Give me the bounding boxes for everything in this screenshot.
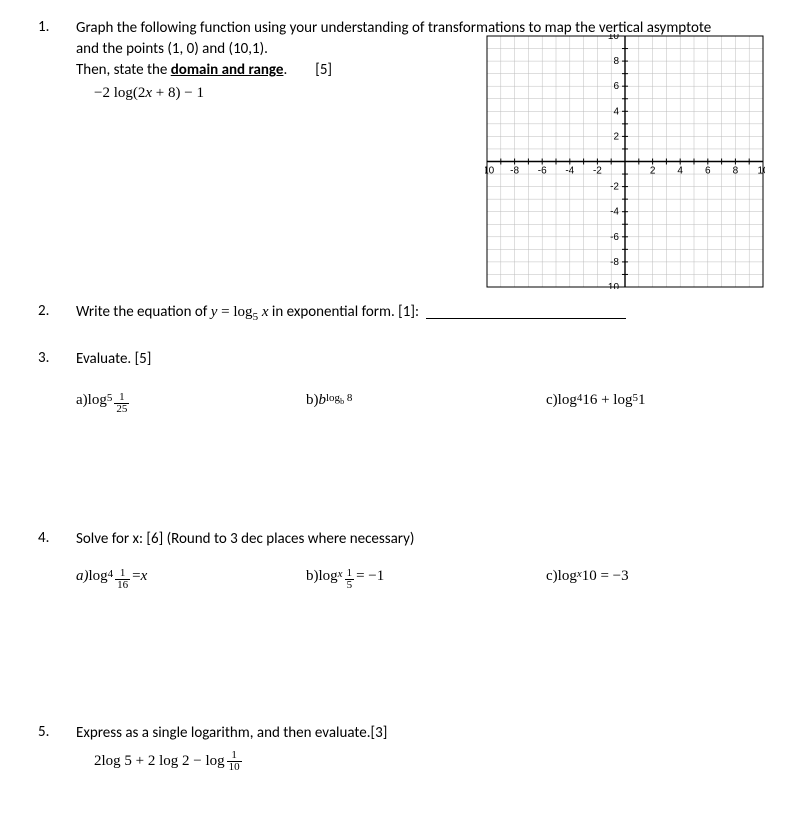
- question-3: 3. Evaluate. [5] a) log5125 b) blogb 8 c…: [38, 349, 789, 505]
- svg-text:2: 2: [650, 166, 656, 177]
- q1-eq-suf: + 8) − 1: [152, 85, 204, 101]
- svg-text:2: 2: [613, 131, 619, 142]
- q1-eq-pre: −2 log(2: [94, 85, 145, 101]
- svg-text:6: 6: [613, 81, 619, 92]
- q3a-label: a): [76, 392, 88, 409]
- q4a-den: 16: [115, 579, 130, 591]
- q4b-basex: x: [338, 568, 343, 580]
- question-1: 1. Graph the following function using yo…: [38, 18, 789, 278]
- q4c-label: c): [546, 568, 558, 585]
- svg-text:-10: -10: [605, 282, 620, 289]
- svg-text:-10: -10: [485, 166, 495, 177]
- svg-text:8: 8: [613, 56, 619, 67]
- q5-number: 5.: [38, 723, 49, 741]
- svg-text:-4: -4: [565, 166, 574, 177]
- q3c-log1: log: [558, 392, 577, 409]
- q2-text-a: Write the equation of: [76, 303, 211, 321]
- q3c-1: 1: [638, 392, 646, 409]
- q2-number: 2.: [38, 302, 49, 320]
- q3-part-c: c) log4 16 + log5 1: [546, 392, 789, 415]
- q3a-den: 25: [114, 403, 129, 415]
- q1-number: 1.: [38, 18, 49, 36]
- q3a-log: log: [88, 392, 107, 409]
- q4-part-b: b) logx15 = −1: [306, 568, 546, 591]
- svg-text:6: 6: [705, 166, 711, 177]
- q4a-eq: =: [132, 568, 140, 585]
- svg-text:-8: -8: [510, 166, 519, 177]
- q4b-den: 5: [345, 579, 355, 591]
- q4c-10eq: 10 = −3: [582, 568, 629, 585]
- svg-text:10: 10: [608, 34, 620, 42]
- q2-answer-blank[interactable]: [426, 305, 626, 319]
- q4b-log: log: [319, 568, 338, 585]
- svg-text:-8: -8: [610, 257, 619, 268]
- svg-text:-6: -6: [538, 166, 547, 177]
- q3-part-a: a) log5125: [76, 392, 306, 415]
- q5-num: 1: [229, 750, 239, 761]
- q4c-log: log: [558, 568, 577, 585]
- svg-text:4: 4: [613, 106, 619, 117]
- q4-number: 4.: [38, 529, 49, 547]
- q4b-num: 1: [345, 568, 355, 579]
- q4-text: Solve for x: [6] (Round to 3 dec places …: [38, 529, 789, 550]
- q1-marks: [5]: [315, 61, 332, 79]
- q4a-label: a): [76, 568, 89, 585]
- question-4: 4. Solve for x: [6] (Round to 3 dec plac…: [38, 529, 789, 699]
- q4-part-c: c) logx 10 = −3: [546, 568, 789, 591]
- q2-x: x: [258, 304, 268, 320]
- q1-domain-range: domain and range: [171, 61, 284, 79]
- q4b-eq: = −1: [356, 568, 384, 585]
- svg-text:8: 8: [733, 166, 739, 177]
- q3c-16: 16 + log: [582, 392, 632, 409]
- q3c-label: c): [546, 392, 558, 409]
- q4a-num: 1: [118, 568, 128, 579]
- svg-text:-4: -4: [610, 207, 619, 218]
- svg-text:-6: -6: [610, 232, 619, 243]
- q2-mid: = log: [217, 304, 252, 320]
- q3-part-b: b) blogb 8: [306, 392, 546, 415]
- q4a-log: log: [89, 568, 108, 585]
- q4a-x: x: [141, 568, 148, 585]
- svg-text:-2: -2: [610, 182, 619, 193]
- q3a-base: 5: [107, 392, 113, 404]
- question-2: 2. Write the equation of y = log5 x in e…: [38, 302, 789, 325]
- q4b-label: b): [306, 568, 319, 585]
- q5-equation: 2log 5 + 2 log 2 − log 110: [38, 750, 789, 773]
- coordinate-grid: -10 -8 -6 -4 -2 2 4 6 8 10 10 8 6 4 2 -2 -4 -6 -8 -10: [485, 34, 765, 289]
- svg-text:10: 10: [757, 166, 765, 177]
- q4a-base: 4: [108, 568, 114, 580]
- question-5: 5. Express as a single logarithm, and th…: [38, 723, 789, 773]
- q3-text: Evaluate. [5]: [38, 349, 789, 370]
- svg-text:4: 4: [677, 166, 683, 177]
- q3b-b: b: [319, 392, 327, 409]
- q5-den: 10: [227, 761, 242, 773]
- q5-text: Express as a single logarithm, and then …: [38, 723, 789, 744]
- q2-text-b: in exponential form. [1]:: [268, 303, 422, 321]
- q1-period: .: [283, 61, 287, 79]
- q3b-label: b): [306, 392, 319, 409]
- svg-text:-2: -2: [593, 166, 602, 177]
- q3-number: 3.: [38, 349, 49, 367]
- q3a-num: 1: [117, 392, 127, 403]
- q5-eq-a: 2log 5 + 2 log 2 − log: [94, 753, 225, 769]
- q3b-8: 8: [344, 392, 352, 404]
- q3b-log: log: [326, 392, 340, 404]
- q1-text3: Then, state the: [76, 61, 171, 79]
- q4-part-a: a) log4116 = x: [76, 568, 306, 591]
